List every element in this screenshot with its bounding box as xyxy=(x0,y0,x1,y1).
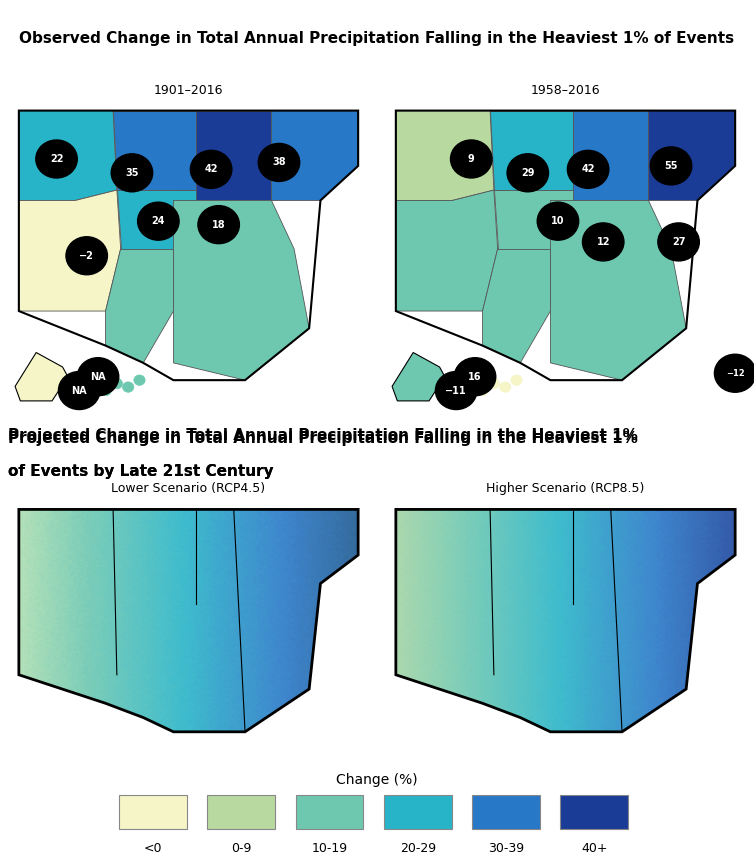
Text: 22: 22 xyxy=(50,154,63,164)
Text: 55: 55 xyxy=(664,161,678,171)
Circle shape xyxy=(450,140,492,178)
Circle shape xyxy=(477,385,489,396)
Polygon shape xyxy=(648,111,735,200)
Polygon shape xyxy=(15,353,68,401)
Circle shape xyxy=(511,375,522,385)
Text: 30-39: 30-39 xyxy=(488,842,524,855)
Circle shape xyxy=(258,143,300,181)
Text: 10: 10 xyxy=(551,216,565,226)
Text: 42: 42 xyxy=(581,164,595,175)
Circle shape xyxy=(138,202,179,240)
Polygon shape xyxy=(396,111,494,200)
Polygon shape xyxy=(173,200,309,380)
Text: 1901–2016: 1901–2016 xyxy=(154,84,223,97)
Text: Higher Scenario (RCP8.5): Higher Scenario (RCP8.5) xyxy=(486,482,645,495)
Circle shape xyxy=(198,206,239,244)
Circle shape xyxy=(112,378,122,389)
Polygon shape xyxy=(117,190,196,249)
Text: 10-19: 10-19 xyxy=(311,842,348,855)
Polygon shape xyxy=(550,200,686,380)
Polygon shape xyxy=(19,190,121,311)
Polygon shape xyxy=(173,111,271,200)
Text: −2: −2 xyxy=(79,251,94,261)
Text: −12: −12 xyxy=(726,369,744,378)
Polygon shape xyxy=(396,190,498,311)
Text: NA: NA xyxy=(72,385,87,396)
Text: 16: 16 xyxy=(468,372,482,382)
Polygon shape xyxy=(271,111,358,200)
Circle shape xyxy=(537,202,579,240)
FancyBboxPatch shape xyxy=(296,795,363,829)
Text: Projected Change in Total Annual Precipitation Falling in the Heaviest 1%: Projected Change in Total Annual Precipi… xyxy=(8,428,637,443)
Text: 35: 35 xyxy=(125,168,139,178)
Text: 38: 38 xyxy=(272,157,286,168)
Text: Lower Scenario (RCP4.5): Lower Scenario (RCP4.5) xyxy=(112,482,265,495)
FancyBboxPatch shape xyxy=(119,795,187,829)
Text: 29: 29 xyxy=(521,168,535,178)
FancyBboxPatch shape xyxy=(472,795,540,829)
Text: of Events by Late 21st Century: of Events by Late 21st Century xyxy=(8,464,273,480)
Circle shape xyxy=(714,354,754,392)
Text: 0-9: 0-9 xyxy=(231,842,252,855)
Text: 9: 9 xyxy=(468,154,474,164)
FancyBboxPatch shape xyxy=(560,795,628,829)
Text: Change (%): Change (%) xyxy=(336,773,418,787)
Text: 27: 27 xyxy=(672,237,685,247)
Circle shape xyxy=(657,223,700,261)
Circle shape xyxy=(436,372,477,410)
Text: NA: NA xyxy=(90,372,106,382)
FancyBboxPatch shape xyxy=(207,795,275,829)
Text: 42: 42 xyxy=(204,164,218,175)
Text: 12: 12 xyxy=(596,237,610,247)
Circle shape xyxy=(100,385,112,396)
Circle shape xyxy=(78,358,119,396)
Circle shape xyxy=(499,382,511,392)
Text: 20-29: 20-29 xyxy=(400,842,436,855)
Circle shape xyxy=(650,147,691,185)
Text: Projected Change in Total Annual Precipitation Falling in the Heaviest 1%: Projected Change in Total Annual Precipi… xyxy=(8,431,637,446)
Text: Observed Change in Total Annual Precipitation Falling in the Heaviest 1% of Even: Observed Change in Total Annual Precipit… xyxy=(20,31,734,47)
Polygon shape xyxy=(494,190,573,249)
Text: of Events by Late 21st Century: of Events by Late 21st Century xyxy=(8,464,273,480)
Text: −11: −11 xyxy=(446,385,467,396)
Circle shape xyxy=(35,140,77,178)
Text: <0: <0 xyxy=(144,842,162,855)
Circle shape xyxy=(507,154,548,192)
Polygon shape xyxy=(490,111,573,190)
Circle shape xyxy=(122,382,134,392)
Polygon shape xyxy=(113,111,196,190)
Circle shape xyxy=(191,150,232,188)
Polygon shape xyxy=(483,249,550,363)
Text: 18: 18 xyxy=(212,219,225,230)
Circle shape xyxy=(567,150,609,188)
Circle shape xyxy=(66,237,108,275)
Circle shape xyxy=(489,378,499,389)
Circle shape xyxy=(582,223,624,261)
Polygon shape xyxy=(550,111,648,200)
Polygon shape xyxy=(106,249,173,363)
Circle shape xyxy=(454,358,496,396)
Text: 24: 24 xyxy=(152,216,165,226)
FancyBboxPatch shape xyxy=(384,795,452,829)
Text: 40+: 40+ xyxy=(581,842,608,855)
Polygon shape xyxy=(392,353,445,401)
Polygon shape xyxy=(19,111,117,200)
Circle shape xyxy=(111,154,152,192)
Circle shape xyxy=(134,375,145,385)
Text: 1958–2016: 1958–2016 xyxy=(531,84,600,97)
Circle shape xyxy=(59,372,100,410)
